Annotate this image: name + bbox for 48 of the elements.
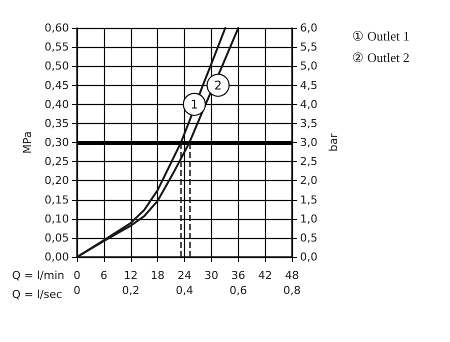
text: ② Outlet 2: [352, 50, 410, 65]
y-tick-label: 0,25: [44, 155, 69, 168]
y-tick-label: 0,60: [44, 22, 69, 34]
y2-tick-label: 1,0: [300, 212, 318, 226]
x-tick-label: 42: [258, 269, 272, 282]
y2-tick-label: 0,5: [300, 231, 318, 244]
y-tick-label: 0,20: [44, 174, 69, 188]
y2-tick-label: 1,5: [300, 193, 318, 206]
x-tick-label: 30: [204, 269, 218, 282]
y-tick-label: 0,40: [44, 98, 69, 111]
x-tick-label: 6: [100, 269, 108, 282]
y2-tick-label: 4,0: [300, 98, 318, 111]
y-tick-label: 0,00: [44, 250, 69, 264]
y2-tick-label: 4,5: [300, 78, 318, 92]
x-tick-label: 18: [150, 269, 165, 282]
x2-tick-label: 0,2: [122, 284, 140, 297]
y2-tick-label: 2,0: [300, 174, 318, 188]
x2-axis-title: Q = l/sec: [12, 288, 62, 301]
y-axis-title: MPa: [21, 131, 34, 154]
y-tick-label: 0,05: [44, 231, 69, 244]
y2-tick-label: 5,5: [300, 40, 318, 54]
x-tick-label: 48: [285, 269, 299, 282]
y2-tick-label: 0,0: [300, 250, 318, 264]
x-tick-label: 36: [231, 269, 246, 282]
x2-tick-label: 0,8: [283, 284, 301, 297]
y-tick-label: 0,30: [44, 136, 69, 149]
x-axis-title: Q = l/min: [12, 269, 64, 282]
y2-tick-label: 2,5: [300, 155, 318, 168]
text: ① Outlet 1: [352, 28, 410, 44]
annotation: 2: [214, 78, 222, 92]
y-tick-label: 0,55: [44, 40, 69, 54]
y-tick-label: 0,45: [44, 78, 69, 92]
y2-tick-label: 5,0: [300, 60, 318, 73]
annotation: 1: [190, 97, 198, 112]
x-tick-label: 24: [178, 269, 192, 282]
x-tick-label: 0: [74, 269, 80, 282]
y2-tick-label: 6,0: [300, 22, 318, 34]
x2-tick-label: 0,4: [176, 284, 194, 297]
y-tick-label: 0,50: [44, 60, 69, 73]
y2-tick-label: 3,0: [300, 136, 318, 149]
x2-tick-label: 0: [74, 284, 80, 297]
y-tick-label: 0,10: [44, 212, 69, 226]
y2-axis-title: bar: [327, 132, 340, 152]
x2-tick-label: 0,6: [230, 284, 247, 297]
y-tick-label: 0,15: [44, 193, 69, 206]
y2-tick-label: 3,5: [300, 116, 318, 130]
x-tick-label: 12: [124, 269, 138, 282]
y-tick-label: 0,35: [44, 116, 69, 130]
